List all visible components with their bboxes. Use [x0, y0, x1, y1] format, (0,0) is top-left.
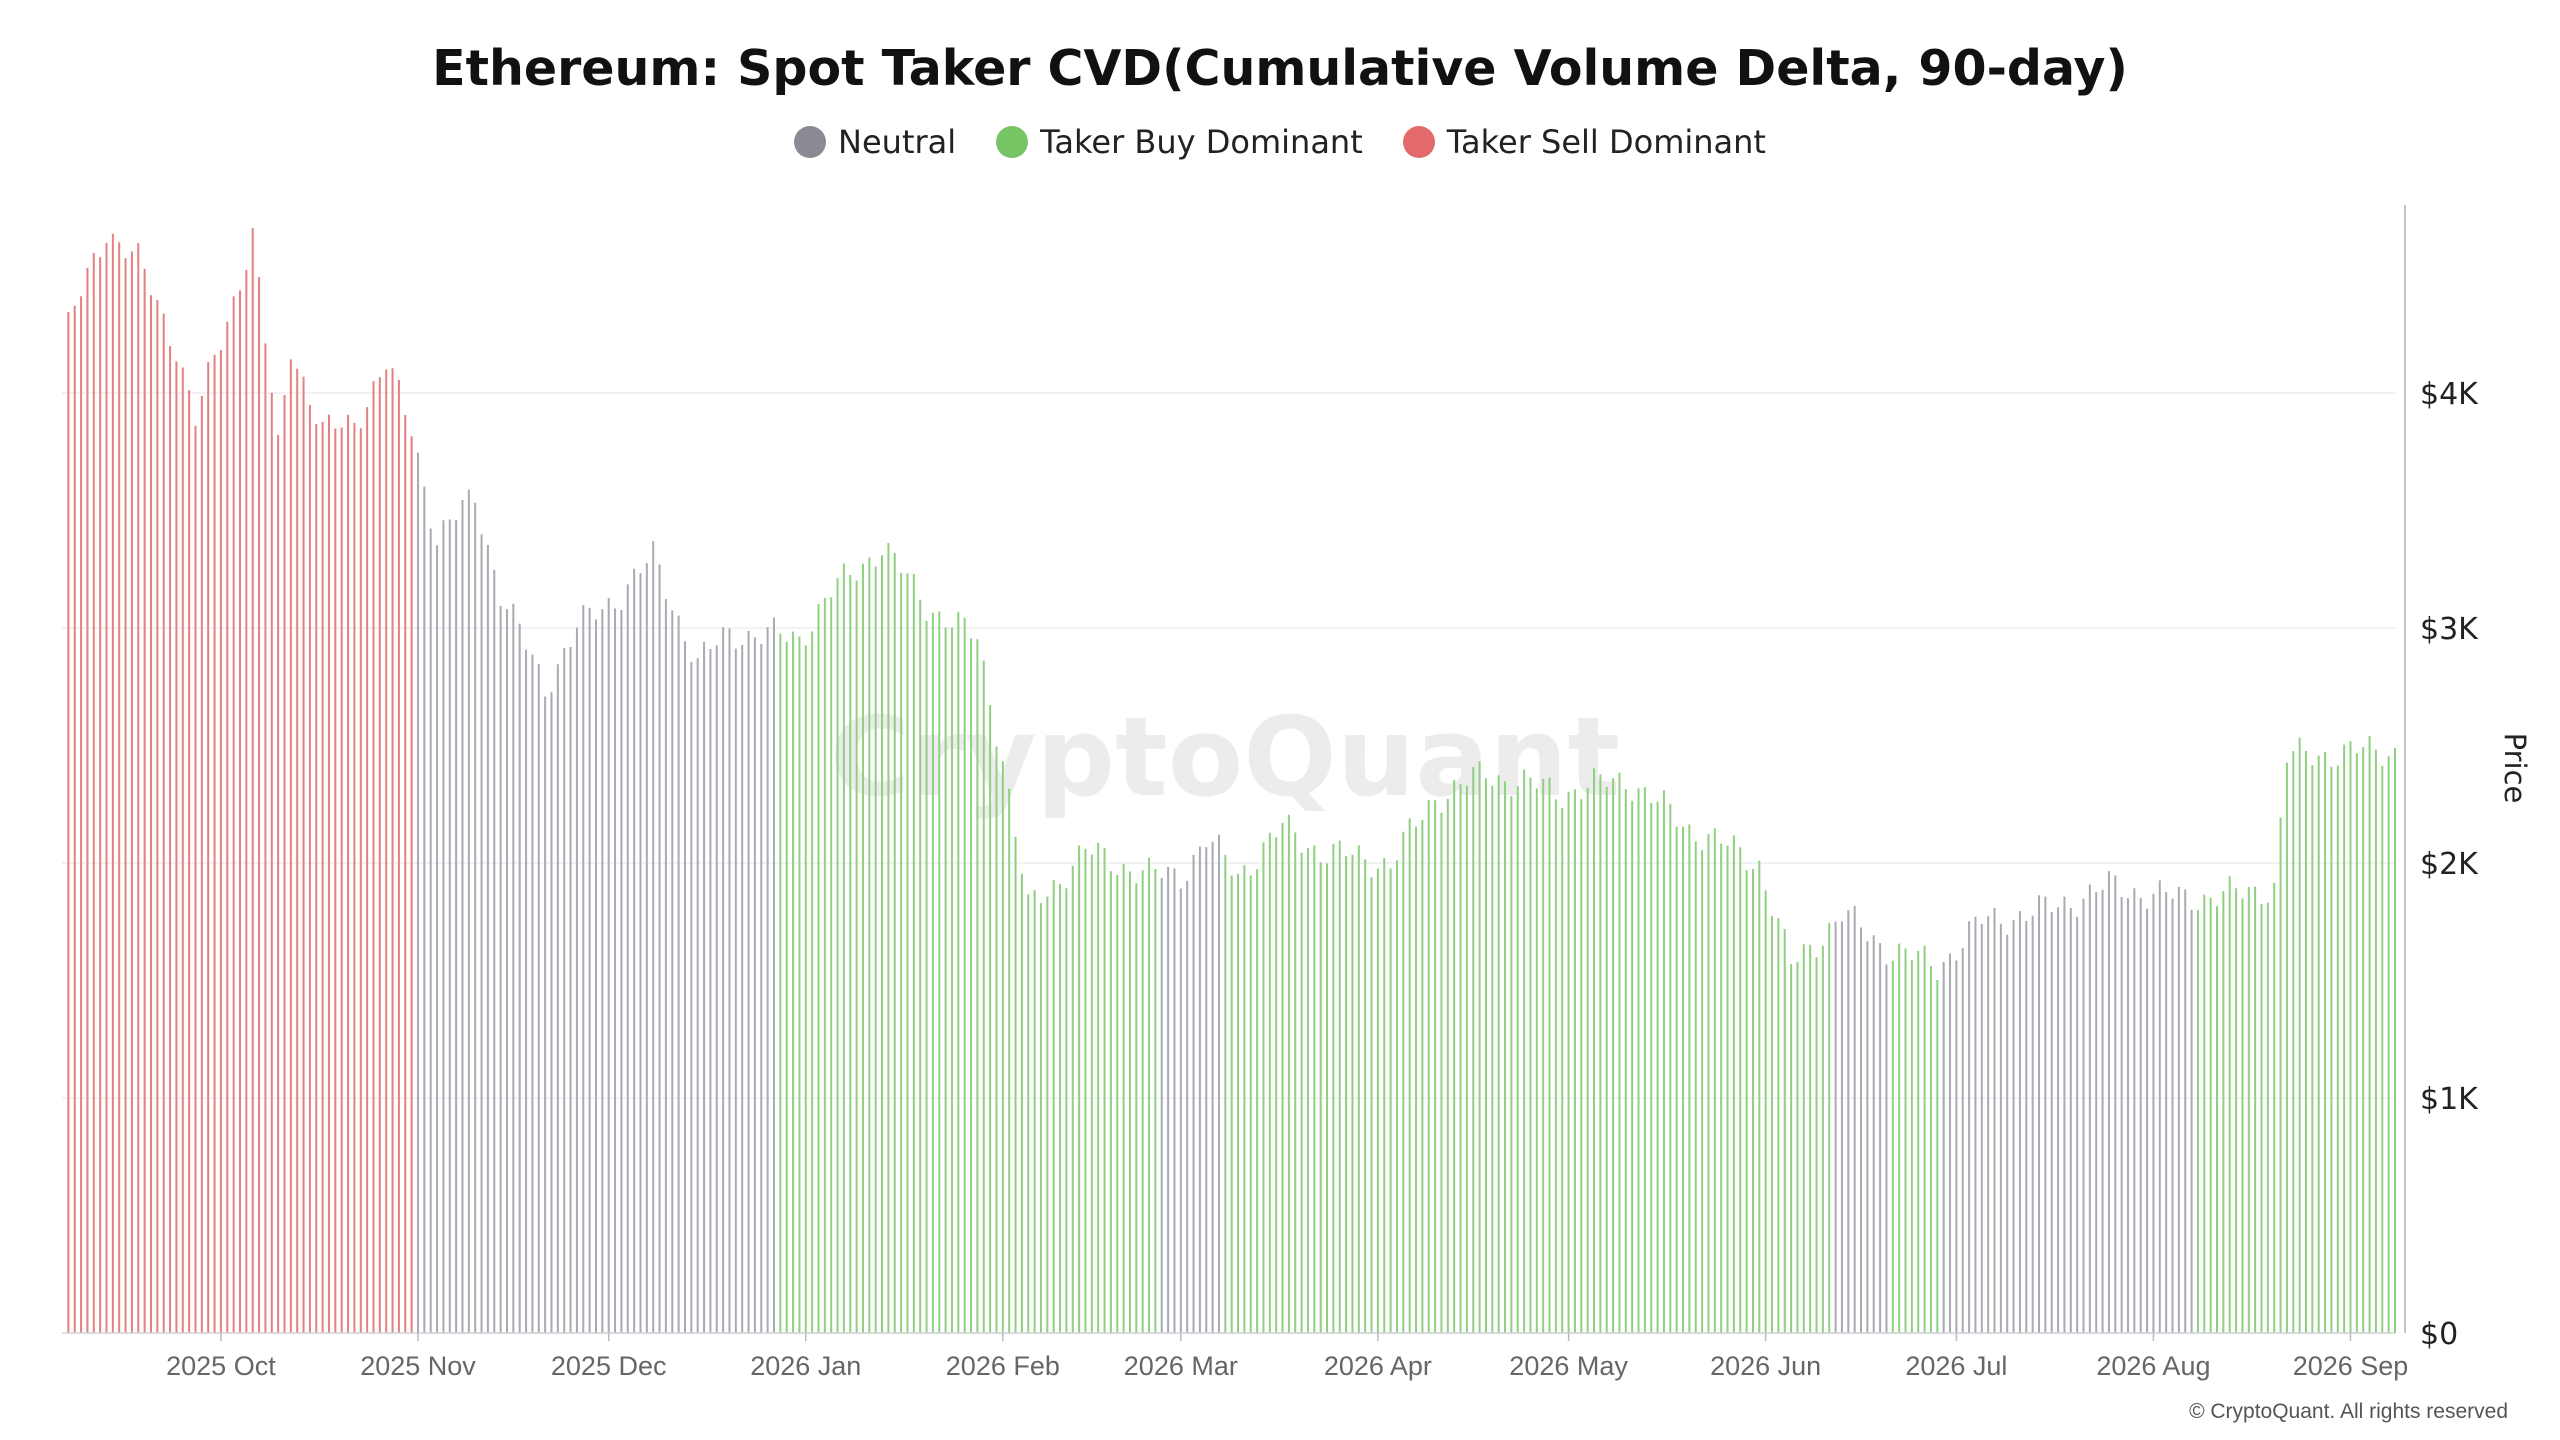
x-tick-label: 2026 Jan [750, 1351, 861, 1381]
watermark: CryptoQuant [830, 693, 1621, 821]
legend-item-neutral[interactable]: Neutral [794, 123, 956, 161]
y-tick-label: $1K [2420, 1082, 2479, 1117]
x-tick-label: 2026 Jul [1905, 1351, 2007, 1381]
x-tick-label: 2026 Sep [2293, 1351, 2409, 1381]
legend-label-sell: Taker Sell Dominant [1446, 123, 1766, 161]
price-bars [67, 228, 2396, 1333]
y-tick-label: $4K [2420, 377, 2479, 412]
x-tick-label: 2025 Dec [551, 1351, 667, 1381]
legend-dot-neutral [794, 126, 827, 158]
x-tick-label: 2026 Jun [1710, 1351, 1821, 1381]
legend-item-buy[interactable]: Taker Buy Dominant [996, 123, 1363, 161]
x-tick-label: 2026 Mar [1124, 1351, 1238, 1381]
legend-dot-buy [996, 126, 1029, 158]
y-tick-label: $3K [2420, 612, 2479, 647]
y-tick-label: $0 [2420, 1317, 2458, 1352]
x-axis-ticks: 2025 Oct 2025 Nov 2025 Dec 2026 Jan 2026 Feb… [166, 1333, 2408, 1381]
legend-item-sell[interactable]: Taker Sell Dominant [1402, 123, 1766, 161]
y-tick-label: $2K [2420, 847, 2479, 882]
legend-label-neutral: Neutral [838, 123, 957, 161]
chart-legend: Neutral Taker Buy Dominant Taker Sell Do… [0, 123, 2560, 161]
y-axis-title: Price [2498, 733, 2532, 804]
x-tick-label: 2025 Oct [166, 1351, 276, 1381]
copyright-notice: © CryptoQuant. All rights reserved [2189, 1400, 2508, 1423]
y-axis-ticks: $0 $1K $2K $3K $4K [2420, 377, 2479, 1352]
chart-title: Ethereum: Spot Taker CVD(Cumulative Volu… [432, 40, 2128, 97]
x-tick-label: 2025 Nov [360, 1351, 476, 1381]
legend-label-buy: Taker Buy Dominant [1040, 123, 1363, 161]
x-tick-label: 2026 Apr [1324, 1351, 1432, 1381]
x-tick-label: 2026 Feb [946, 1351, 1060, 1381]
legend-dot-sell [1402, 126, 1435, 158]
x-tick-label: 2026 May [1509, 1351, 1628, 1381]
grid-lines [62, 392, 2395, 1099]
x-tick-label: 2026 Aug [2096, 1351, 2210, 1381]
